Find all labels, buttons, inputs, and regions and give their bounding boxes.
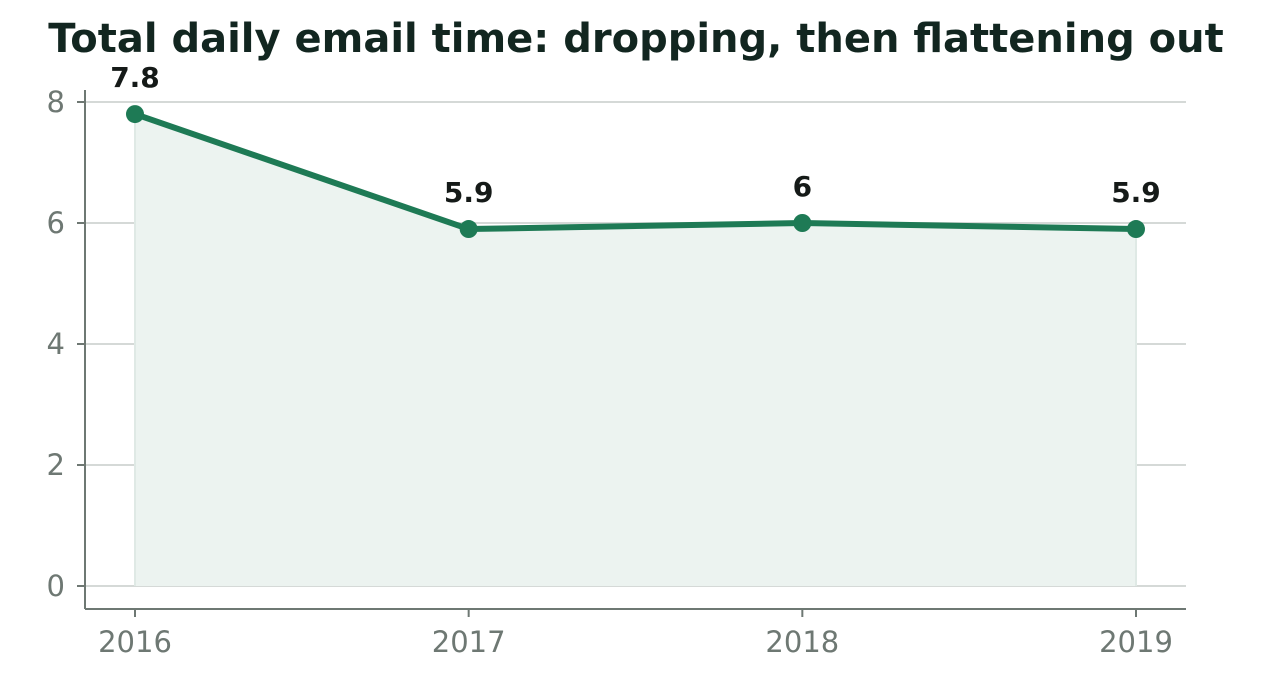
y-tick-label-6: 6 xyxy=(47,206,65,240)
data-point-2018 xyxy=(793,214,812,232)
data-labels: 7.8 5.9 6 5.9 xyxy=(110,61,1161,209)
area-fill xyxy=(134,114,1137,586)
y-tick-label-0: 0 xyxy=(47,569,65,603)
data-label-2016: 7.8 xyxy=(110,61,160,94)
data-points xyxy=(126,105,1145,239)
x-tick-label-2019: 2019 xyxy=(1099,625,1173,659)
data-point-2016 xyxy=(126,105,144,124)
y-tick-label-2: 2 xyxy=(47,448,65,482)
x-tick-label-2016: 2016 xyxy=(98,625,172,659)
series-line xyxy=(132,111,1139,233)
x-tick-label-2018: 2018 xyxy=(765,625,839,659)
data-point-2017 xyxy=(459,220,478,239)
y-tick-label-4: 4 xyxy=(47,327,65,361)
data-label-2018: 6 xyxy=(793,170,812,203)
tick-labels: 0 2 4 6 8 2016 2017 2018 2019 xyxy=(47,85,1173,659)
data-label-2019: 5.9 xyxy=(1111,176,1161,209)
axes xyxy=(77,90,1186,617)
data-point-2019 xyxy=(1127,220,1145,239)
data-label-2017: 5.9 xyxy=(444,176,494,209)
series-line-layer xyxy=(132,111,1139,233)
x-tick-label-2017: 2017 xyxy=(432,625,506,659)
y-tick-label-8: 8 xyxy=(47,85,65,119)
chart-title: Total daily email time: dropping, then f… xyxy=(48,16,1223,62)
area-fill-region xyxy=(135,114,1136,586)
